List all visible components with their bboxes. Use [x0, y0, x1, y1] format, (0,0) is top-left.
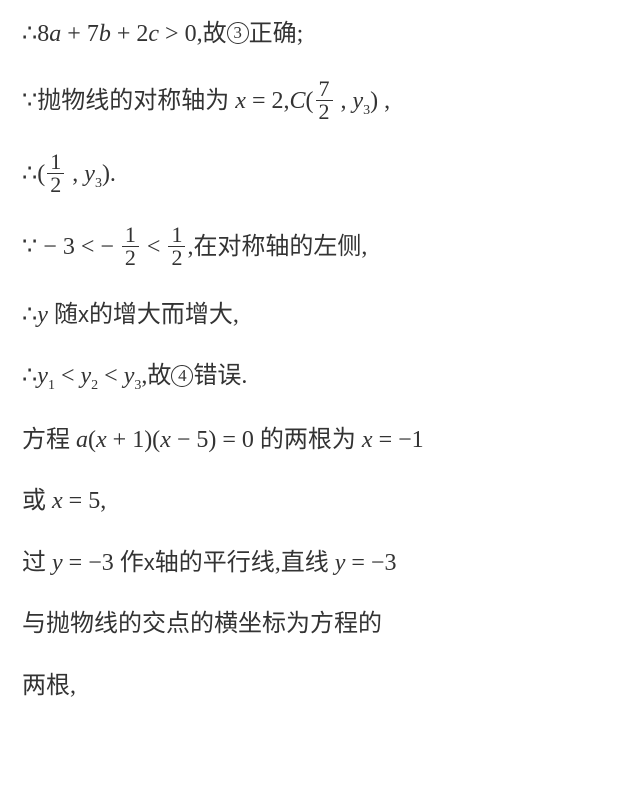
- proof-line-10: 与抛物线的交点的横坐标为方程的: [22, 608, 618, 642]
- fraction-1-2: 12: [47, 151, 64, 196]
- therefore-symbol: ∴: [22, 21, 37, 47]
- circled-number-3: 3: [227, 22, 249, 44]
- fraction-neg-1-2: 12: [122, 224, 139, 269]
- coeff-a: 8a: [37, 21, 61, 47]
- proof-line-3: ∴(12 , y3).: [22, 153, 618, 198]
- circled-number-4: 4: [171, 365, 193, 387]
- therefore-symbol: ∴: [22, 363, 37, 389]
- proof-line-11: 两根,: [22, 670, 618, 704]
- coeff-c: 2c: [136, 21, 159, 47]
- fraction-7-2: 72: [316, 78, 333, 123]
- proof-line-5: ∴y 随x的增大而增大,: [22, 299, 618, 333]
- proof-line-1: ∴8a + 7b + 2c > 0,故3正确;: [22, 18, 618, 52]
- proof-line-2: ∵抛物线的对称轴为 x = 2,C(72 , y3) ,: [22, 80, 618, 125]
- proof-line-6: ∴y1 < y2 < y3,故4错误.: [22, 360, 618, 395]
- because-symbol: ∵: [22, 88, 37, 114]
- therefore-symbol: ∴: [22, 161, 37, 187]
- proof-line-8: 或 x = 5,: [22, 485, 618, 519]
- proof-line-4: ∵ − 3 < − 12 < 12,在对称轴的左侧,: [22, 226, 618, 271]
- therefore-symbol: ∴: [22, 302, 37, 328]
- proof-line-7: 方程 a(x + 1)(x − 5) = 0 的两根为 x = −1: [22, 424, 618, 458]
- coeff-b: 7b: [87, 21, 111, 47]
- proof-line-9: 过 y = −3 作x轴的平行线,直线 y = −3: [22, 547, 618, 581]
- fraction-1-2-b: 12: [168, 224, 185, 269]
- because-symbol: ∵: [22, 234, 37, 260]
